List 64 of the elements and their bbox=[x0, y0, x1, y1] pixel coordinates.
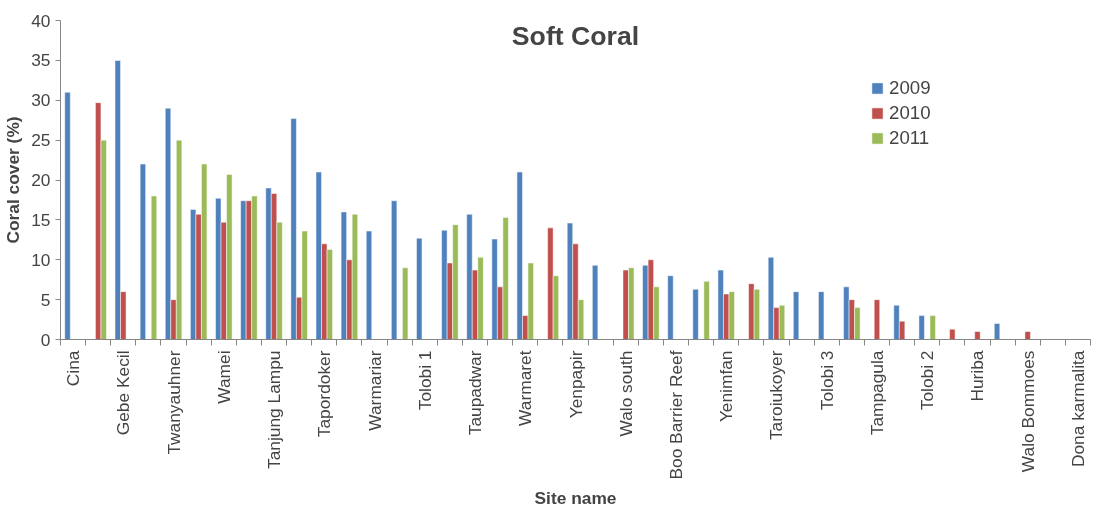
bar bbox=[974, 331, 981, 340]
x-tick-label: Wamei bbox=[213, 350, 234, 404]
x-tick-label: Boo Barrier Reef bbox=[665, 350, 686, 480]
bar bbox=[717, 269, 724, 340]
bar bbox=[592, 265, 599, 340]
x-tick-label: Warmaret bbox=[515, 350, 536, 426]
bar bbox=[667, 275, 674, 340]
y-tick-label: 40 bbox=[31, 10, 51, 31]
y-tick-label: 0 bbox=[40, 329, 51, 350]
bar bbox=[818, 291, 825, 340]
legend-label: 2009 bbox=[889, 77, 931, 99]
x-tick-label: Twanyauhner bbox=[163, 350, 184, 455]
x-tick-label: Warmariar bbox=[364, 350, 385, 431]
y-axis-title: Coral cover (%) bbox=[3, 116, 24, 244]
x-tick-label: Tapordoker bbox=[314, 350, 335, 438]
bar bbox=[139, 163, 146, 340]
x-tick-label: Yenpapir bbox=[565, 350, 586, 419]
x-tick-label: Tanjung Lampu bbox=[264, 350, 285, 469]
x-tick-label: Taroiukoyer bbox=[766, 350, 787, 441]
bar bbox=[365, 230, 373, 340]
bar bbox=[165, 107, 172, 340]
y-tick-label: 20 bbox=[31, 170, 51, 190]
bar bbox=[491, 238, 498, 340]
legend-label: 2010 bbox=[889, 102, 931, 124]
bar bbox=[441, 229, 448, 340]
bar bbox=[290, 118, 297, 340]
x-tick-label: Walo Bommoes bbox=[1017, 350, 1038, 473]
x-tick-label: Tolobi 1 bbox=[414, 350, 435, 411]
x-tick-label: Tolobi 2 bbox=[917, 350, 938, 411]
bar bbox=[516, 171, 523, 340]
bar bbox=[150, 195, 157, 340]
x-tick-label: Taupadwar bbox=[465, 350, 486, 436]
bar bbox=[466, 214, 473, 340]
y-tick-label: 35 bbox=[31, 50, 51, 71]
bar bbox=[994, 323, 1001, 340]
y-tick-label: 30 bbox=[31, 90, 51, 111]
y-tick-label: 5 bbox=[40, 289, 51, 310]
x-axis-title: Site name bbox=[534, 487, 617, 508]
bar bbox=[64, 92, 71, 340]
x-tick-label: Gebe Kecil bbox=[113, 350, 134, 436]
x-tick-label: Walo south bbox=[615, 350, 636, 437]
bar bbox=[793, 291, 800, 340]
bar bbox=[402, 267, 409, 340]
bar bbox=[416, 237, 423, 340]
legend-label: 2011 bbox=[889, 127, 930, 149]
bar bbox=[391, 200, 398, 340]
x-tick-label: Huriba bbox=[967, 350, 988, 402]
chart-title: Soft Coral bbox=[511, 20, 640, 51]
y-tick-label: 10 bbox=[31, 249, 51, 270]
y-tick-label: 25 bbox=[31, 130, 51, 151]
bar bbox=[692, 289, 699, 340]
x-tick-label: Dona karmalita bbox=[1067, 350, 1088, 468]
x-tick-label: Yenimfan bbox=[716, 350, 737, 423]
bar bbox=[929, 315, 936, 340]
bar bbox=[873, 299, 880, 340]
bar bbox=[918, 315, 925, 340]
x-tick-label: Tampagula bbox=[866, 350, 887, 436]
bar bbox=[703, 281, 710, 340]
bar bbox=[949, 328, 956, 340]
bar bbox=[240, 200, 247, 340]
y-tick-label: 15 bbox=[31, 209, 51, 230]
x-tick-label: Cina bbox=[63, 350, 84, 387]
x-tick-label: Tolobi 3 bbox=[816, 350, 837, 411]
bar bbox=[1024, 331, 1031, 340]
